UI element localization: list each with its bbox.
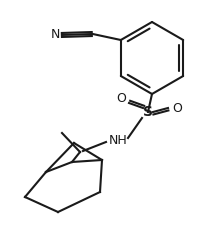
Text: O: O: [172, 101, 182, 115]
Text: S: S: [143, 105, 153, 119]
Text: N: N: [51, 29, 60, 41]
Text: NH: NH: [109, 133, 127, 146]
Text: O: O: [116, 92, 126, 104]
